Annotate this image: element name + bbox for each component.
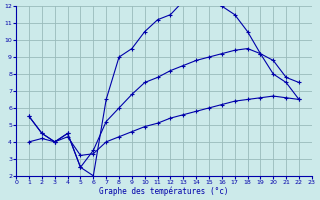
X-axis label: Graphe des températures (°c): Graphe des températures (°c) [99, 186, 229, 196]
